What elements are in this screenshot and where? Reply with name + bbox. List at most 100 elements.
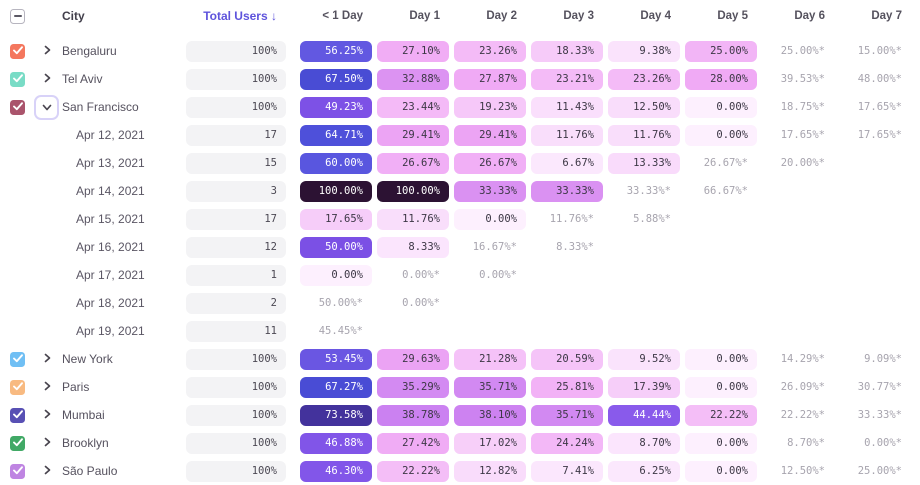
retention-cell[interactable]: 23.26%	[608, 68, 680, 90]
retention-estimate-value: 8.33%*	[556, 241, 594, 253]
total-users-sort-header[interactable]: Total Users ↓	[203, 9, 277, 23]
retention-cell[interactable]: 0.00%	[685, 96, 757, 118]
retention-cell[interactable]: 17.39%	[608, 376, 680, 398]
retention-cell[interactable]: 0.00%	[685, 460, 757, 482]
retention-cell[interactable]: 25.00%	[685, 40, 757, 62]
retention-estimate-value: 33.33%*	[626, 185, 671, 197]
retention-estimate-value: 16.67%*	[472, 241, 517, 253]
retention-cell[interactable]: 38.10%	[454, 404, 526, 426]
retention-cell[interactable]: 23.44%	[377, 96, 449, 118]
retention-cell[interactable]: 6.25%	[608, 460, 680, 482]
check-icon	[12, 98, 23, 116]
select-all-checkbox[interactable]	[10, 8, 25, 24]
expand-toggle[interactable]	[38, 70, 56, 88]
retention-cell[interactable]: 28.00%	[685, 68, 757, 90]
row-checkbox[interactable]	[10, 463, 25, 479]
retention-cell[interactable]: 0.00%	[685, 376, 757, 398]
expand-toggle[interactable]	[38, 42, 56, 60]
retention-cell[interactable]: 29.63%	[377, 348, 449, 370]
retention-cell[interactable]: 9.38%	[608, 40, 680, 62]
retention-cell[interactable]: 0.00%	[685, 432, 757, 454]
retention-cell[interactable]: 8.70%	[608, 432, 680, 454]
retention-cell[interactable]: 19.23%	[454, 96, 526, 118]
retention-cell[interactable]: 17.02%	[454, 432, 526, 454]
retention-cell[interactable]: 23.26%	[454, 40, 526, 62]
retention-cell[interactable]: 64.71%	[300, 124, 372, 146]
retention-cell[interactable]: 100.00%	[377, 180, 449, 202]
table-body: Bengaluru 100% 56.25% 27.10% 23.26% 18.33% 9.3…	[10, 37, 920, 485]
retention-cell[interactable]: 50.00%	[300, 236, 372, 258]
retention-cell[interactable]: 23.21%	[531, 68, 603, 90]
retention-cell[interactable]: 27.10%	[377, 40, 449, 62]
expand-toggle-focused[interactable]	[34, 94, 59, 120]
row-checkbox[interactable]	[10, 406, 25, 424]
row-checkbox[interactable]	[10, 98, 25, 116]
retention-cell[interactable]: 46.88%	[300, 432, 372, 454]
row-checkbox[interactable]	[10, 351, 25, 367]
expand-toggle[interactable]	[38, 406, 56, 424]
retention-cell[interactable]: 27.42%	[377, 432, 449, 454]
retention-cell[interactable]: 33.33%	[531, 180, 603, 202]
retention-cell[interactable]: 44.44%	[608, 404, 680, 426]
retention-cell[interactable]: 11.76%	[608, 124, 680, 146]
retention-cell[interactable]: 6.67%	[531, 152, 603, 174]
retention-cell[interactable]: 18.33%	[531, 40, 603, 62]
retention-cell[interactable]: 26.67%	[377, 152, 449, 174]
chevron-right-icon	[44, 70, 51, 88]
row-checkbox[interactable]	[10, 43, 25, 59]
retention-cell[interactable]: 7.41%	[531, 460, 603, 482]
expand-toggle[interactable]	[38, 378, 56, 396]
day-column-header-3: Day 3	[563, 10, 594, 22]
retention-cell[interactable]: 35.71%	[454, 376, 526, 398]
retention-cell[interactable]: 24.24%	[531, 432, 603, 454]
total-users-value: 100%	[186, 460, 286, 482]
retention-cell[interactable]: 32.88%	[377, 68, 449, 90]
retention-cell[interactable]: 13.33%	[608, 152, 680, 174]
retention-cell[interactable]: 38.78%	[377, 404, 449, 426]
check-icon	[12, 406, 23, 424]
retention-cell[interactable]: 35.29%	[377, 376, 449, 398]
retention-cell[interactable]: 0.00%	[685, 348, 757, 370]
retention-cell[interactable]: 22.22%	[377, 460, 449, 482]
row-checkbox[interactable]	[10, 434, 25, 452]
retention-cell[interactable]: 27.87%	[454, 68, 526, 90]
retention-cell[interactable]: 11.76%	[377, 208, 449, 230]
retention-cell[interactable]: 67.50%	[300, 68, 372, 90]
retention-cell[interactable]: 8.33%	[377, 236, 449, 258]
retention-cell[interactable]: 100.00%	[300, 180, 372, 202]
retention-cell[interactable]: 11.43%	[531, 96, 603, 118]
retention-cell[interactable]: 67.27%	[300, 376, 372, 398]
retention-estimate-value: 8.70%*	[787, 437, 825, 449]
retention-cell[interactable]: 53.45%	[300, 348, 372, 370]
retention-cell[interactable]: 9.52%	[608, 348, 680, 370]
retention-cell[interactable]: 60.00%	[300, 152, 372, 174]
retention-cell[interactable]: 21.28%	[454, 348, 526, 370]
date-label: Apr 13, 2021	[76, 156, 145, 170]
retention-cell[interactable]: 56.25%	[300, 40, 372, 62]
retention-cell[interactable]: 29.41%	[377, 124, 449, 146]
retention-cell[interactable]: 35.71%	[531, 404, 603, 426]
check-icon	[12, 434, 23, 452]
retention-cell[interactable]: 17.65%	[300, 208, 372, 230]
retention-cell[interactable]: 33.33%	[454, 180, 526, 202]
retention-cell[interactable]: 0.00%	[685, 124, 757, 146]
retention-cell[interactable]: 46.30%	[300, 460, 372, 482]
expand-toggle[interactable]	[38, 350, 56, 368]
retention-cell[interactable]: 49.23%	[300, 96, 372, 118]
retention-cell[interactable]: 12.82%	[454, 460, 526, 482]
retention-cell[interactable]: 73.58%	[300, 404, 372, 426]
expand-toggle[interactable]	[38, 462, 56, 480]
retention-cell[interactable]: 26.67%	[454, 152, 526, 174]
retention-cell[interactable]: 20.59%	[531, 348, 603, 370]
retention-cell[interactable]: 29.41%	[454, 124, 526, 146]
retention-cell[interactable]: 0.00%	[454, 208, 526, 230]
row-checkbox[interactable]	[10, 71, 25, 87]
retention-cell[interactable]: 22.22%	[685, 404, 757, 426]
row-checkbox[interactable]	[10, 379, 25, 395]
retention-cell[interactable]: 11.76%	[531, 124, 603, 146]
retention-cell[interactable]: 12.50%	[608, 96, 680, 118]
total-users-value: 2	[186, 292, 286, 314]
retention-cell[interactable]: 25.81%	[531, 376, 603, 398]
retention-cell[interactable]: 0.00%	[300, 264, 372, 286]
expand-toggle[interactable]	[38, 434, 56, 452]
